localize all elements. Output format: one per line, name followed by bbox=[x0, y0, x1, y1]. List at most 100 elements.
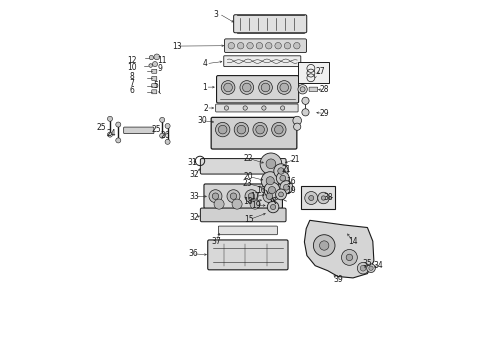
Circle shape bbox=[309, 195, 314, 201]
Circle shape bbox=[342, 249, 357, 265]
FancyBboxPatch shape bbox=[152, 90, 157, 94]
Circle shape bbox=[280, 175, 286, 181]
Text: 15: 15 bbox=[245, 215, 254, 224]
Circle shape bbox=[314, 235, 335, 256]
Circle shape bbox=[256, 42, 263, 49]
Text: 36: 36 bbox=[188, 249, 197, 258]
Circle shape bbox=[280, 181, 293, 194]
Circle shape bbox=[228, 42, 235, 49]
Text: 28: 28 bbox=[319, 85, 329, 94]
Text: 37: 37 bbox=[211, 237, 221, 246]
Circle shape bbox=[238, 42, 244, 49]
Circle shape bbox=[367, 264, 375, 273]
FancyBboxPatch shape bbox=[200, 208, 286, 222]
Circle shape bbox=[160, 133, 165, 138]
Circle shape bbox=[300, 87, 305, 92]
Circle shape bbox=[259, 81, 272, 94]
Text: 4: 4 bbox=[203, 59, 208, 68]
Circle shape bbox=[260, 153, 282, 175]
Circle shape bbox=[266, 177, 274, 185]
Text: 10: 10 bbox=[127, 63, 136, 72]
Circle shape bbox=[266, 193, 273, 199]
Text: 29: 29 bbox=[319, 109, 329, 118]
FancyBboxPatch shape bbox=[234, 15, 307, 33]
Text: 11: 11 bbox=[157, 56, 167, 65]
Circle shape bbox=[247, 42, 253, 49]
Circle shape bbox=[107, 132, 113, 137]
Circle shape bbox=[214, 199, 224, 209]
FancyBboxPatch shape bbox=[301, 186, 335, 209]
Text: 12: 12 bbox=[127, 56, 136, 65]
Circle shape bbox=[318, 192, 329, 204]
Circle shape bbox=[261, 83, 270, 92]
Circle shape bbox=[243, 106, 247, 110]
FancyBboxPatch shape bbox=[219, 226, 277, 235]
FancyBboxPatch shape bbox=[208, 240, 288, 270]
Circle shape bbox=[234, 122, 248, 137]
Circle shape bbox=[294, 42, 300, 49]
Text: 32: 32 bbox=[190, 213, 199, 222]
Circle shape bbox=[165, 139, 170, 144]
Circle shape bbox=[298, 85, 307, 94]
Text: 6: 6 bbox=[129, 86, 134, 95]
Circle shape bbox=[284, 42, 291, 49]
FancyBboxPatch shape bbox=[211, 117, 297, 149]
Circle shape bbox=[280, 83, 289, 92]
Text: 34: 34 bbox=[373, 261, 383, 270]
Circle shape bbox=[262, 106, 266, 110]
Text: 26: 26 bbox=[161, 130, 171, 139]
Circle shape bbox=[227, 190, 240, 203]
Circle shape bbox=[160, 117, 165, 122]
FancyBboxPatch shape bbox=[298, 62, 329, 83]
Text: 20: 20 bbox=[244, 172, 253, 181]
Circle shape bbox=[268, 201, 279, 213]
Circle shape bbox=[165, 123, 170, 129]
Text: 1: 1 bbox=[202, 83, 207, 91]
Text: 21: 21 bbox=[291, 154, 300, 163]
Circle shape bbox=[149, 55, 153, 60]
Text: 25: 25 bbox=[96, 123, 106, 132]
Text: 38: 38 bbox=[323, 194, 333, 202]
Circle shape bbox=[266, 159, 276, 168]
FancyBboxPatch shape bbox=[200, 158, 286, 174]
Text: 7: 7 bbox=[129, 79, 134, 88]
FancyBboxPatch shape bbox=[224, 56, 301, 67]
Text: 14: 14 bbox=[348, 238, 358, 246]
Circle shape bbox=[116, 122, 121, 127]
Circle shape bbox=[232, 199, 242, 209]
Circle shape bbox=[237, 125, 245, 134]
FancyBboxPatch shape bbox=[217, 76, 298, 103]
FancyBboxPatch shape bbox=[123, 127, 154, 134]
Circle shape bbox=[264, 182, 280, 198]
Circle shape bbox=[263, 190, 276, 203]
Circle shape bbox=[250, 199, 260, 209]
Text: 21: 21 bbox=[282, 165, 291, 174]
Circle shape bbox=[154, 54, 160, 60]
Circle shape bbox=[278, 168, 284, 174]
Text: 23: 23 bbox=[243, 179, 252, 188]
Circle shape bbox=[219, 125, 227, 134]
Circle shape bbox=[321, 196, 326, 200]
Circle shape bbox=[209, 190, 222, 203]
Circle shape bbox=[275, 189, 286, 200]
Text: 13: 13 bbox=[172, 41, 181, 50]
Circle shape bbox=[280, 106, 285, 110]
FancyBboxPatch shape bbox=[152, 76, 157, 80]
Circle shape bbox=[116, 138, 121, 143]
Circle shape bbox=[240, 81, 254, 94]
Text: 16: 16 bbox=[286, 177, 296, 186]
Text: 5: 5 bbox=[153, 81, 158, 90]
Circle shape bbox=[274, 164, 288, 178]
Circle shape bbox=[270, 204, 276, 210]
Circle shape bbox=[224, 106, 229, 110]
Circle shape bbox=[269, 186, 275, 194]
Circle shape bbox=[275, 42, 281, 49]
FancyBboxPatch shape bbox=[309, 87, 318, 91]
Text: 35: 35 bbox=[363, 259, 372, 268]
Text: 19: 19 bbox=[286, 186, 296, 195]
Circle shape bbox=[253, 122, 268, 137]
Circle shape bbox=[245, 190, 258, 203]
Circle shape bbox=[360, 265, 366, 271]
Circle shape bbox=[149, 64, 152, 67]
Text: 31: 31 bbox=[187, 158, 196, 167]
